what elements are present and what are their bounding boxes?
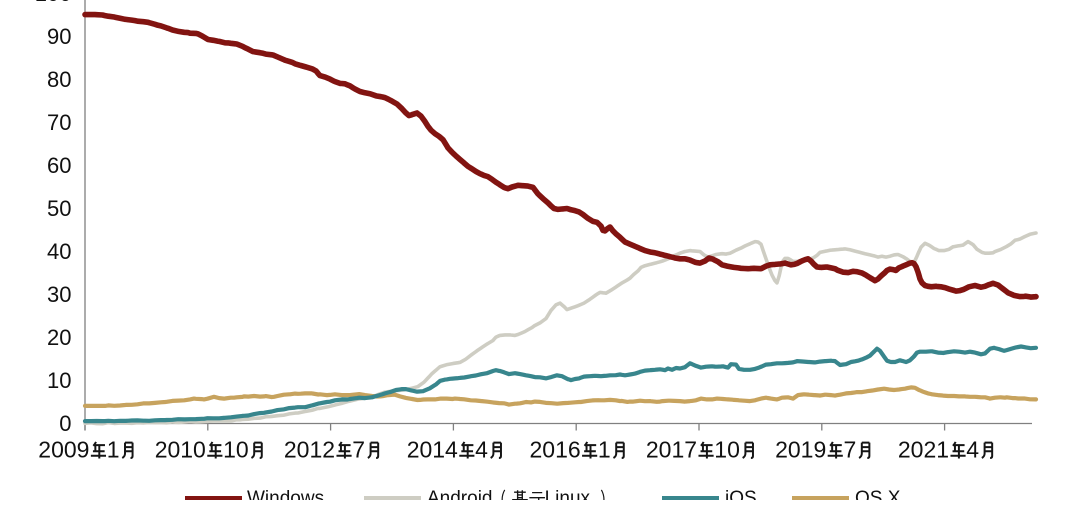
svg-text:100: 100 [35, 0, 72, 6]
svg-text:70: 70 [47, 110, 71, 135]
svg-text:Android: Android [427, 488, 493, 500]
svg-text:2010: 2010 [155, 437, 206, 463]
svg-text:80: 80 [47, 67, 71, 92]
svg-text:1: 1 [598, 437, 611, 463]
svg-text:Windows: Windows [247, 488, 324, 500]
svg-text:10: 10 [223, 437, 249, 463]
svg-text:30: 30 [47, 282, 71, 307]
svg-text:0: 0 [59, 411, 71, 436]
svg-text:2017: 2017 [646, 437, 697, 463]
svg-text:2009: 2009 [38, 437, 89, 463]
svg-text:1: 1 [107, 437, 120, 463]
svg-text:10: 10 [47, 368, 71, 393]
svg-text:7: 7 [844, 437, 857, 463]
svg-text:2021: 2021 [898, 437, 949, 463]
svg-text:90: 90 [47, 24, 71, 49]
svg-text:2014: 2014 [407, 437, 458, 463]
svg-text:4: 4 [966, 437, 979, 463]
svg-text:10: 10 [714, 437, 740, 463]
svg-text:iOS: iOS [725, 488, 757, 500]
svg-text:2016: 2016 [530, 437, 581, 463]
svg-text:40: 40 [47, 239, 71, 264]
svg-text:OS X: OS X [855, 488, 901, 500]
svg-text:Linux: Linux [545, 488, 591, 500]
svg-text:20: 20 [47, 325, 71, 350]
svg-text:4: 4 [475, 437, 488, 463]
svg-text:60: 60 [47, 153, 71, 178]
svg-text:50: 50 [47, 196, 71, 221]
svg-text:7: 7 [352, 437, 365, 463]
svg-text:2019: 2019 [775, 437, 826, 463]
svg-text:2012: 2012 [284, 437, 335, 463]
